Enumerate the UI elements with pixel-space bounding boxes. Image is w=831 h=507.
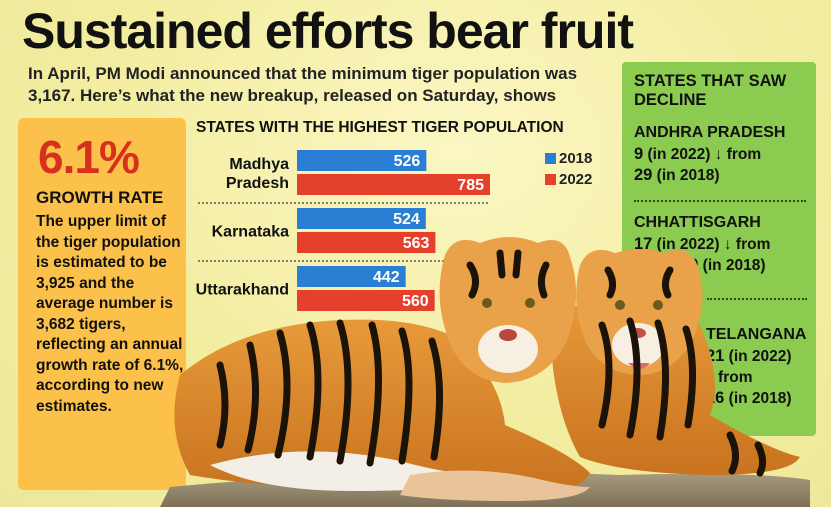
bar-karnataka-2018 [297, 208, 426, 229]
state-arrow-line: ↓ from [706, 369, 753, 386]
tigers-illustration [160, 237, 810, 507]
state-2018-tag: (in 2018) [698, 257, 766, 274]
category-label-madhya-pradesh: Madhya [229, 156, 289, 173]
bar-value-karnataka-2022: 563 [403, 235, 430, 252]
bar-value-madhya-pradesh-2022: 785 [457, 177, 484, 194]
tiger-front-eye-right [525, 298, 535, 308]
state-2022-tag: (in 2022) ↓ from [652, 236, 771, 253]
bar-value-madhya-pradesh-2018: 526 [394, 153, 421, 170]
state-2022-tag: (in 2022) ↓ from [643, 146, 762, 163]
state-2018-tag: (in 2018) [724, 390, 792, 407]
state-name: TELANGANA [706, 326, 807, 343]
state-name: CHHATTISGARH [634, 214, 761, 231]
divider [634, 200, 806, 202]
chart-legend: 2018 2022 [545, 148, 592, 190]
bar-uttarakhand-2018 [297, 266, 406, 287]
legend-label-2022: 2022 [559, 171, 593, 188]
tiger-front-paws [400, 470, 590, 501]
tiger-back-eye-right [653, 300, 663, 310]
divider [707, 298, 807, 300]
state-name: ANDHRA PRADESH [634, 124, 786, 141]
legend-item-2018: 2018 [545, 148, 592, 169]
growth-rate-value: 6.1% [38, 131, 140, 183]
state-2022-tag: (in 2022) [724, 348, 792, 365]
bar-madhya-pradesh-2022 [297, 174, 490, 195]
state-2022-value: 9 [634, 145, 644, 163]
decline-title: STATES THAT SAW DECLINE [634, 72, 787, 109]
bar-uttarakhand-2022 [297, 290, 435, 311]
bar-value-karnataka-2018: 524 [393, 211, 420, 228]
intro-text: In April, PM Modi announced that the min… [28, 64, 578, 105]
legend-swatch-2022 [545, 174, 556, 185]
category-label-karnataka: Karnataka [212, 224, 289, 241]
growth-rate-panel: 6.1% GROWTH RATE The upper limit of the … [18, 118, 186, 490]
legend-swatch-2018 [545, 153, 556, 164]
bar-chart: Madhya Pradesh 526 785 Karnataka 524 563 Uttara… [196, 150, 490, 311]
bar-value-uttarakhand-2022: 560 [402, 293, 429, 310]
tiger-back-eye-left [615, 300, 625, 310]
bar-madhya-pradesh-2018 [297, 150, 427, 171]
state-2022-line: 21 (in 2022) [706, 346, 812, 367]
state-andhra-pradesh: ANDHRA PRADESH 9 (in 2022) ↓ from 29 (in… [634, 122, 810, 186]
state-2022-line: 17 (in 2022) ↓ from [634, 234, 810, 255]
bar-value-uttarakhand-2018: 442 [373, 269, 400, 286]
category-label-uttarakhand: Uttarakhand [196, 282, 289, 299]
tiger-front-nose [499, 329, 517, 341]
headline: Sustained efforts bear fruit [22, 3, 634, 59]
tiger-stripes [216, 249, 767, 477]
growth-rate-description: The upper limit of the tiger population … [36, 213, 184, 415]
tiger-front-eye-left [482, 298, 492, 308]
legend-item-2022: 2022 [545, 169, 592, 190]
state-2018-value: 29 [634, 166, 653, 184]
growth-rate-label: GROWTH RATE [36, 188, 164, 207]
state-2018-tag: (in 2018) [652, 167, 720, 184]
tiger-front-muzzle [478, 325, 538, 373]
legend-label-2018: 2018 [559, 150, 593, 167]
state-2022-line: 9 (in 2022) ↓ from [634, 144, 810, 165]
chart-title: STATES WITH THE HIGHEST TIGER POPULATION [196, 119, 564, 136]
state-2022-value: 17 [634, 235, 653, 253]
category-label-madhya-pradesh: Pradesh [226, 175, 289, 192]
decline-panel: STATES THAT SAW DECLINE ANDHRA PRADESH 9… [622, 62, 816, 436]
state-2018-line: 29 (in 2018) [634, 165, 810, 186]
state-telangana: TELANGANA 21 (in 2022) ↓ from 26 (in 201… [706, 324, 812, 409]
bar-karnataka-2022 [297, 232, 436, 253]
